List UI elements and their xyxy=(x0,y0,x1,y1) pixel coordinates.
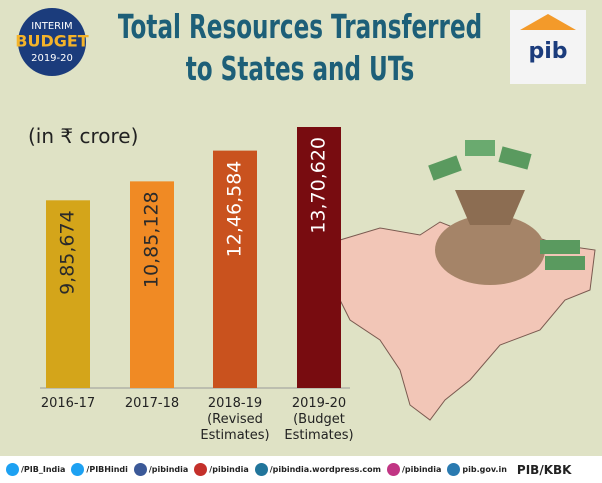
social-handle: pib.gov.in xyxy=(447,463,507,476)
banknote xyxy=(540,240,580,254)
value-label: 12,46,584 xyxy=(224,161,246,258)
banknote xyxy=(498,146,532,170)
chart-title: Total Resources Transferred to States an… xyxy=(117,7,483,88)
budget-logo xyxy=(18,8,86,76)
social-icon xyxy=(133,463,147,476)
social-icon xyxy=(447,463,461,476)
x-tick-label: 2018-19 (Revised Estimates) xyxy=(200,396,270,443)
logo-line: 2019-20 xyxy=(31,53,73,64)
credit: PIB/KBK xyxy=(516,462,572,477)
value-label: 13,70,620 xyxy=(308,137,330,234)
social-icon xyxy=(254,463,268,476)
value-label: 9,85,674 xyxy=(57,210,79,295)
social-handle: /PIBHindi xyxy=(71,463,128,476)
social-handle: /pibindia xyxy=(194,463,249,476)
handle-text: /pibindia xyxy=(209,465,249,474)
handle-text: /PIB_India xyxy=(21,465,66,474)
banknote xyxy=(545,256,585,270)
banknote xyxy=(428,155,462,181)
handle-text: /PIBHindi xyxy=(86,465,128,474)
value-label: 10,85,128 xyxy=(141,191,163,288)
social-handle: /PIB_India xyxy=(6,463,65,476)
bar xyxy=(46,200,90,388)
bar xyxy=(213,150,257,388)
unit-label: (in ₹ crore) xyxy=(28,124,139,148)
social-icon xyxy=(194,463,208,476)
social-handle: /pibindia xyxy=(133,463,189,476)
handle-text: /pibindia xyxy=(401,465,442,474)
social-handle: /pibindia xyxy=(386,463,442,476)
logo-line: INTERIM xyxy=(31,21,72,32)
social-icon xyxy=(6,463,19,476)
money-bag-neck xyxy=(455,190,525,225)
social-handle: /pibindia.wordpress.com xyxy=(254,463,381,476)
social-icon xyxy=(386,463,400,476)
pib-logo-shape xyxy=(520,14,576,30)
banknote xyxy=(465,140,495,156)
logo-line: BUDGET xyxy=(15,32,89,51)
social-icon xyxy=(71,463,85,476)
x-tick-label: 2017-18 xyxy=(124,396,180,411)
footer: /PIB_India/PIBHindi/pibindia/pibindia/pi… xyxy=(0,456,602,483)
handle-text: /pibindia xyxy=(148,465,189,474)
x-tick-label: 2019-20 (Budget Estimates) xyxy=(284,396,354,443)
handle-text: /pibindia.wordpress.com xyxy=(269,465,381,474)
bar xyxy=(297,127,341,388)
bar xyxy=(130,181,174,388)
handle-text: pib.gov.in xyxy=(462,465,507,474)
x-tick-label: 2016-17 xyxy=(40,396,96,411)
pib-logo-text: pib xyxy=(528,39,567,64)
money-bag xyxy=(435,215,545,285)
